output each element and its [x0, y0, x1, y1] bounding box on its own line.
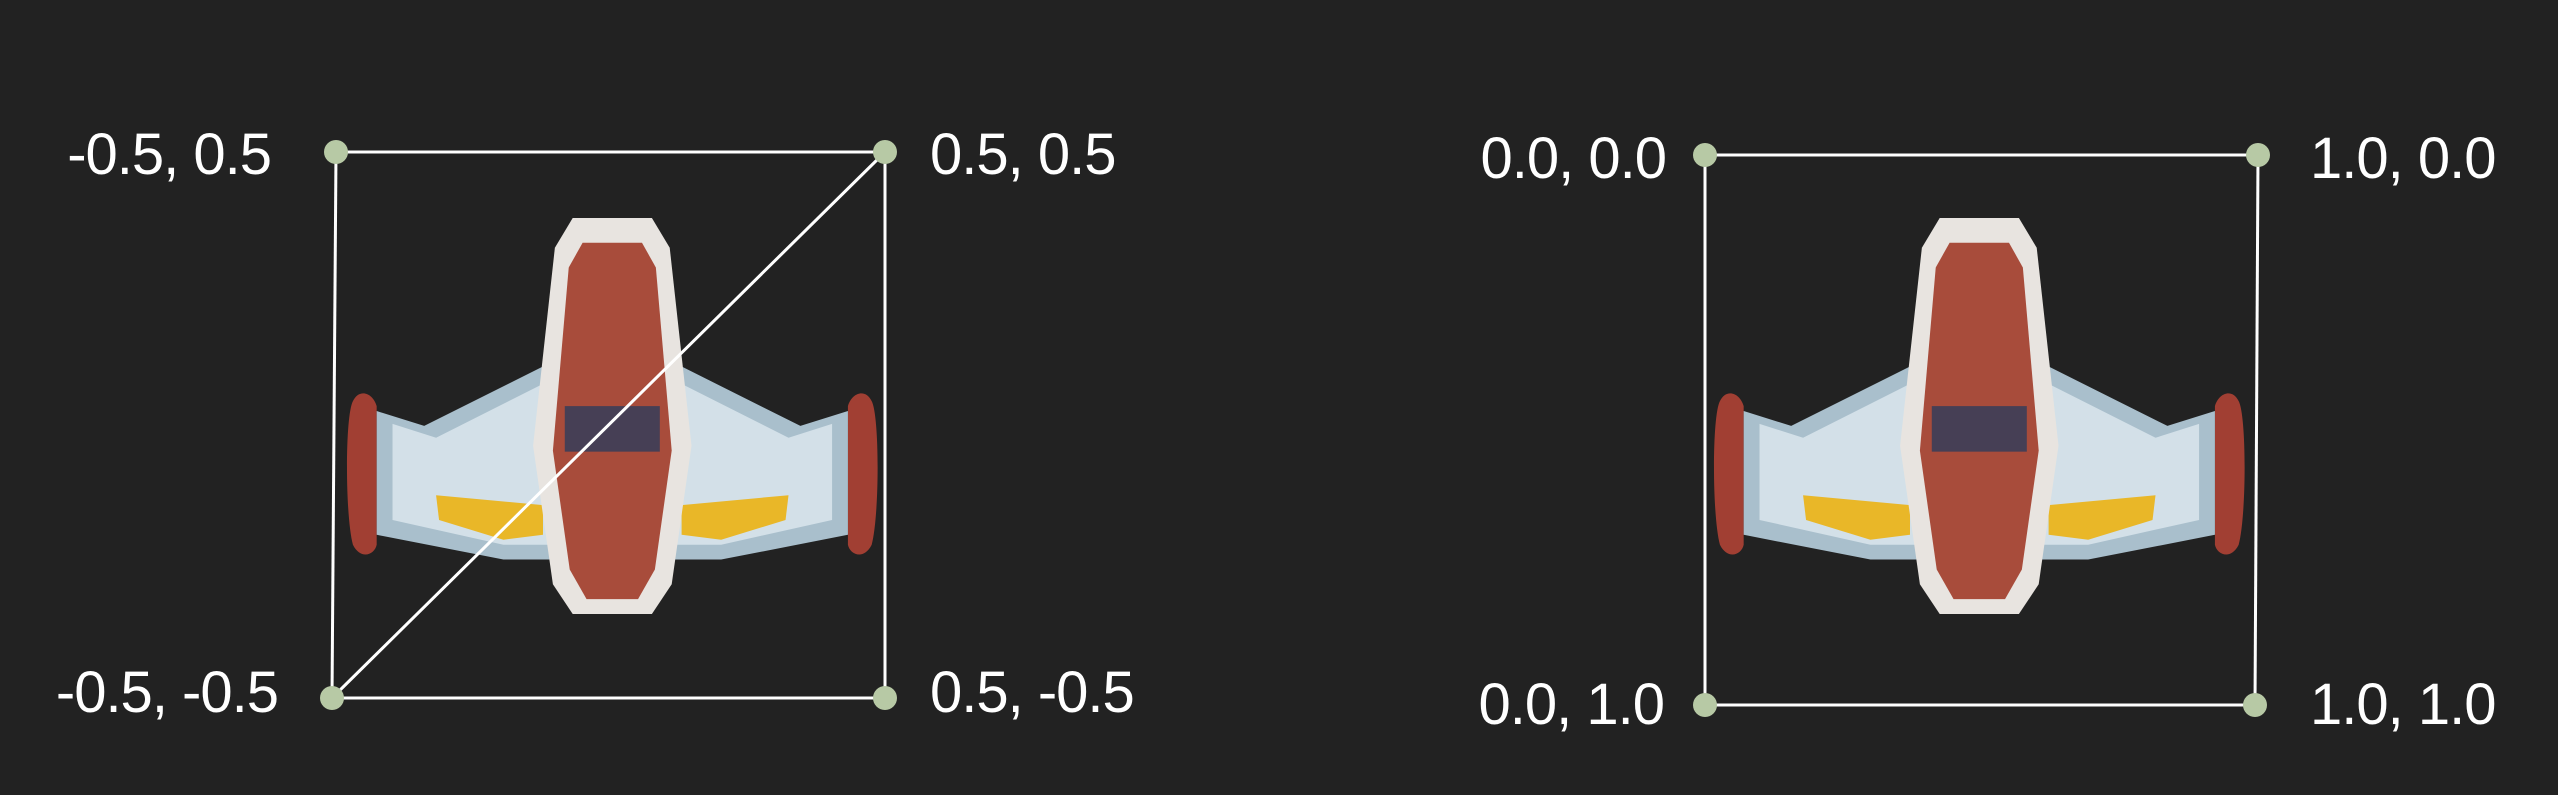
uv-label-bottom-left: 0.0, 1.0: [1478, 672, 1665, 737]
uv-label-top-right: 1.0, 0.0: [2310, 126, 2496, 191]
vertex-positions-vertex-bottom-left: [320, 686, 344, 710]
texture-coordinates-edge-right: [2253, 154, 2260, 706]
texture-coordinates-vertex-top-left: [1693, 143, 1717, 167]
texture-coordinates-vertex-bottom-left: [1693, 693, 1717, 717]
vertex-positions-vertex-top-left: [324, 140, 348, 164]
vertex-positions-edge-diagonal: [330, 150, 887, 700]
vertex-label-bottom-left: -0.5, -0.5: [55, 660, 279, 725]
texture-coordinates-spaceship-icon: [1713, 218, 2245, 614]
texture-coordinates-vertex-bottom-right: [2243, 693, 2267, 717]
vertex-positions-vertex-top-right: [873, 140, 897, 164]
uv-label-top-left: 0.0, 0.0: [1480, 126, 1667, 191]
uv-label-bottom-right: 1.0, 1.0: [2310, 672, 2496, 737]
vertex-label-top-left: -0.5, 0.5: [67, 122, 272, 187]
vertex-positions-edge-left: [330, 151, 338, 699]
texture-coordinates-vertex-top-right: [2246, 143, 2270, 167]
vertex-label-top-right: 0.5, 0.5: [930, 122, 1116, 187]
vertex-label-bottom-right: 0.5, -0.5: [930, 660, 1135, 725]
vertex-positions-vertex-bottom-right: [873, 686, 897, 710]
vertex-positions-spaceship-icon: [346, 218, 878, 614]
